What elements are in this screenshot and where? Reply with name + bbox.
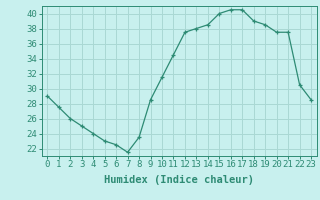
X-axis label: Humidex (Indice chaleur): Humidex (Indice chaleur) <box>104 175 254 185</box>
